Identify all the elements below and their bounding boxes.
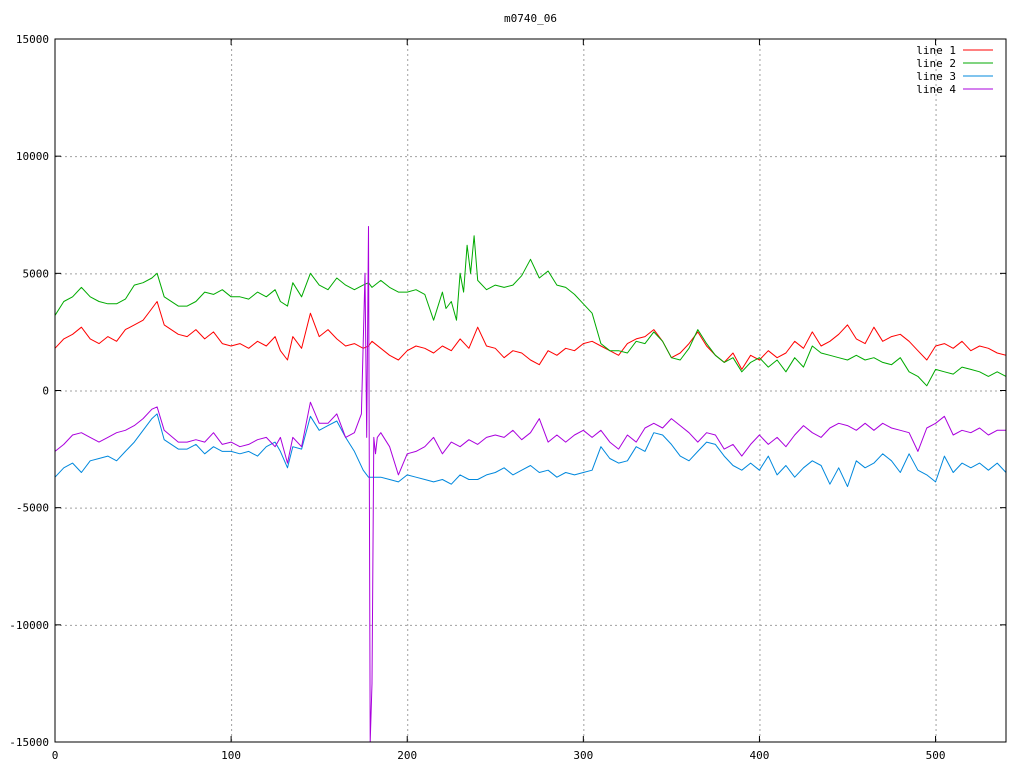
- series-line-4: [55, 226, 1006, 742]
- series-line-3: [55, 413, 1006, 488]
- legend-label: line 4: [916, 83, 956, 96]
- x-tick-label: 400: [750, 749, 770, 762]
- x-tick-label: 500: [926, 749, 946, 762]
- y-tick-label: 10000: [16, 150, 49, 163]
- y-tick-label: 0: [42, 385, 49, 398]
- series-layer: [55, 226, 1006, 742]
- legend-label: line 1: [916, 44, 956, 57]
- ticks-layer: 0 100 200 300 400 500 -15000 -10000 -5000 0 5000 10…: [9, 33, 1006, 762]
- x-tick-label: 0: [52, 749, 59, 762]
- legend-label: line 2: [916, 57, 956, 70]
- x-tick-label: 200: [397, 749, 417, 762]
- series-line-1: [55, 301, 1006, 370]
- x-tick-label: 100: [221, 749, 241, 762]
- y-tick-label: 15000: [16, 33, 49, 46]
- y-tick-label: -10000: [9, 619, 49, 632]
- y-tick-label: 5000: [23, 267, 50, 280]
- x-tick-label: 300: [573, 749, 593, 762]
- grid: [55, 39, 1006, 742]
- series-line-2: [55, 235, 1006, 387]
- y-tick-label: -15000: [9, 736, 49, 749]
- legend-label: line 3: [916, 70, 956, 83]
- chart-title: m0740_06: [504, 12, 557, 25]
- y-tick-label: -5000: [16, 502, 49, 515]
